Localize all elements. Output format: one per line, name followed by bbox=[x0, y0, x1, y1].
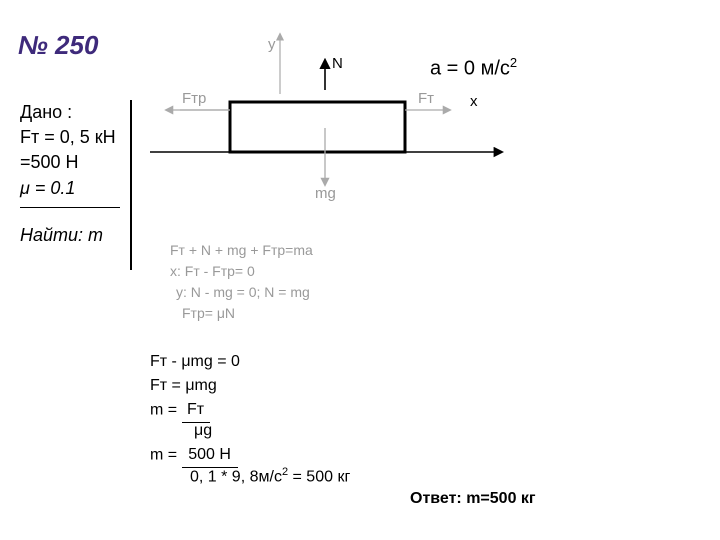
eq2-l3-num: Fт bbox=[187, 401, 204, 418]
eq2-l4-num: 500 Н bbox=[188, 446, 231, 463]
label-ft: Fт bbox=[418, 90, 434, 107]
label-n: N bbox=[332, 55, 343, 72]
answer-text: Ответ: m=500 кг bbox=[410, 490, 536, 508]
problem-number: № 250 bbox=[18, 30, 98, 61]
given-horizontal-divider bbox=[20, 207, 120, 208]
label-ftr: Fтр bbox=[182, 90, 206, 107]
eq2-l3-lhs: m = bbox=[150, 402, 182, 419]
eq2-l4-lhs: m = bbox=[150, 447, 182, 464]
eq2-l1: Fт - μmg = 0 bbox=[150, 350, 350, 374]
body-rect bbox=[230, 102, 405, 152]
given-block: Дано : Fт = 0, 5 кН =500 Н μ = 0.1 bbox=[20, 100, 150, 208]
label-y: y bbox=[268, 36, 276, 53]
find-label: Найти: m bbox=[20, 225, 103, 246]
eq1-l3: y: N - mg = 0; N = mg bbox=[170, 282, 313, 303]
label-mg: mg bbox=[315, 185, 336, 202]
eq2-l2: Fт = μmg bbox=[150, 374, 350, 398]
eq1-l1: Fт + N + mg + Fтр=ma bbox=[170, 240, 313, 261]
diagram-svg bbox=[150, 30, 510, 210]
eq2-l4-tail: = 500 кг bbox=[288, 468, 350, 485]
equations-main: Fт - μmg = 0 Fт = μmg m = Fт μg m = 500 … bbox=[150, 350, 350, 489]
given-line3-pre: μ = 0 bbox=[20, 178, 60, 198]
given-vertical-divider bbox=[130, 100, 132, 270]
label-x: x bbox=[470, 93, 478, 110]
force-diagram: y N Fтр Fт x mg bbox=[150, 30, 510, 210]
eq1-l4: Fтр= μN bbox=[170, 303, 313, 324]
equations-faint: Fт + N + mg + Fтр=ma х: Fт - Fтр= 0 y: N… bbox=[170, 240, 313, 324]
given-line3-post: 1 bbox=[65, 178, 75, 198]
eq2-l4-den-pre: 0, 1 * 9, 8м/с bbox=[190, 468, 282, 485]
eq1-l2: х: Fт - Fтр= 0 bbox=[170, 261, 313, 282]
accel-sup: 2 bbox=[510, 55, 517, 70]
